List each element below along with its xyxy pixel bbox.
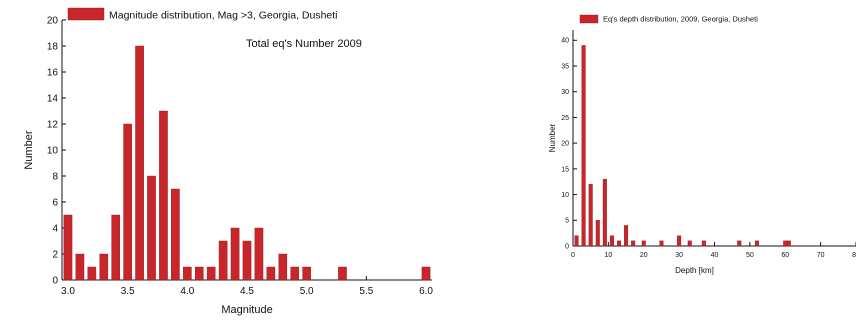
depth-y-tick-label: 0 bbox=[565, 243, 569, 250]
depth-bar bbox=[659, 240, 664, 247]
magnitude-bar bbox=[206, 266, 216, 281]
magnitude-bar bbox=[135, 45, 144, 281]
magnitude-x-tick-label: 6.0 bbox=[419, 286, 433, 297]
magnitude-chart-group: 0 2 4 6 8 10 12 14 16 18 20 3.0 3.5 4.0 4.5 5.0 5.5 6.0 Ma… bbox=[23, 7, 433, 316]
magnitude-bar bbox=[338, 266, 347, 281]
depth-x-axis-label: Depth [km] bbox=[675, 266, 714, 275]
depth-y-tick-label: 10 bbox=[561, 192, 569, 199]
magnitude-x-tick-label: 4.0 bbox=[180, 286, 194, 297]
depth-bar bbox=[737, 240, 742, 247]
magnitude-bar bbox=[266, 266, 276, 281]
depth-chart-group: 0 5 10 15 20 25 30 35 40 0 10 20 30 40 50 60 70 80 Depth [… bbox=[548, 14, 856, 275]
depth-bar bbox=[677, 235, 682, 247]
magnitude-bar bbox=[302, 266, 311, 281]
depth-y-tick-label: 35 bbox=[561, 63, 569, 70]
magnitude-bar bbox=[290, 266, 300, 281]
magnitude-bar bbox=[123, 123, 132, 281]
depth-bar bbox=[631, 240, 636, 247]
magnitude-bar bbox=[147, 175, 156, 281]
magnitude-x-tick-label: 3.0 bbox=[61, 286, 75, 297]
depth-bar bbox=[687, 240, 692, 247]
magnitude-y-tick-label: 16 bbox=[47, 68, 59, 79]
magnitude-bar bbox=[230, 227, 240, 281]
depth-x-tick-label: 40 bbox=[711, 252, 719, 259]
magnitude-bar bbox=[159, 110, 168, 281]
magnitude-bar bbox=[254, 227, 264, 281]
magnitude-bar bbox=[242, 240, 252, 281]
depth-bar bbox=[786, 240, 791, 247]
magnitude-y-tick-label: 2 bbox=[52, 250, 58, 261]
depth-x-tick-label: 80 bbox=[852, 252, 856, 259]
depth-bar bbox=[624, 225, 629, 247]
magnitude-bar bbox=[87, 266, 97, 281]
depth-x-tick-label: 70 bbox=[817, 252, 825, 259]
depth-y-tick-label: 40 bbox=[561, 38, 569, 45]
magnitude-bar bbox=[218, 240, 228, 281]
magnitude-legend-label: Magnitude distribution, Mag >3, Georgia,… bbox=[109, 10, 338, 22]
depth-bar bbox=[641, 240, 646, 247]
magnitude-x-tick-label: 4.5 bbox=[240, 286, 254, 297]
magnitude-bar bbox=[63, 214, 73, 281]
depth-bar bbox=[609, 235, 614, 247]
depth-legend-swatch bbox=[579, 14, 599, 24]
depth-x-tick-label: 10 bbox=[604, 252, 612, 259]
magnitude-bar bbox=[421, 266, 431, 281]
depth-legend-label: Eq's depth distribution, 2009, Georgia, … bbox=[603, 15, 758, 24]
depth-x-tick-label: 20 bbox=[640, 252, 648, 259]
depth-y-tick-label: 25 bbox=[561, 115, 569, 122]
depth-x-tick-label: 0 bbox=[571, 252, 575, 259]
magnitude-bar bbox=[194, 266, 204, 281]
magnitude-legend-swatch bbox=[67, 7, 105, 21]
depth-y-tick-label: 30 bbox=[561, 89, 569, 96]
magnitude-y-tick-label: 4 bbox=[52, 224, 58, 235]
depth-bar bbox=[616, 240, 621, 247]
magnitude-bar bbox=[183, 266, 192, 281]
depth-x-tick-label: 50 bbox=[746, 252, 754, 259]
magnitude-bar bbox=[111, 214, 121, 281]
depth-y-tick-label: 5 bbox=[565, 218, 569, 225]
magnitude-x-tick-label: 5.0 bbox=[300, 286, 314, 297]
magnitude-y-tick-label: 14 bbox=[47, 94, 59, 105]
magnitude-y-tick-label: 10 bbox=[47, 146, 59, 157]
magnitude-y-tick-label: 20 bbox=[47, 16, 59, 27]
depth-x-tick-label: 30 bbox=[675, 252, 683, 259]
magnitude-annotation: Total eq's Number 2009 bbox=[246, 38, 362, 50]
magnitude-bar bbox=[171, 188, 180, 281]
magnitude-x-axis-label: Magnitude bbox=[221, 304, 272, 316]
depth-bar bbox=[595, 220, 600, 247]
depth-bar bbox=[602, 178, 607, 247]
depth-x-tick-label: 60 bbox=[781, 252, 789, 259]
magnitude-x-tick-label: 3.5 bbox=[121, 286, 135, 297]
magnitude-bar bbox=[75, 253, 85, 281]
magnitude-bar bbox=[278, 253, 288, 281]
magnitude-y-tick-label: 18 bbox=[47, 42, 59, 53]
magnitude-y-tick-label: 0 bbox=[52, 276, 58, 287]
depth-bar bbox=[754, 240, 759, 247]
magnitude-y-axis-label: Number bbox=[23, 130, 35, 169]
depth-bar bbox=[701, 240, 706, 247]
magnitude-bar bbox=[99, 253, 109, 281]
depth-y-tick-label: 15 bbox=[561, 166, 569, 173]
magnitude-y-tick-label: 6 bbox=[52, 198, 58, 209]
depth-bar bbox=[581, 45, 586, 247]
depth-y-axis-label: Number bbox=[548, 123, 557, 152]
depth-bar bbox=[783, 240, 788, 247]
depth-bar bbox=[574, 235, 579, 247]
depth-bar bbox=[588, 184, 593, 247]
magnitude-y-tick-label: 8 bbox=[52, 172, 58, 183]
magnitude-y-tick-label: 12 bbox=[47, 120, 59, 131]
depth-y-tick-label: 20 bbox=[561, 141, 569, 148]
magnitude-x-tick-label: 5.5 bbox=[359, 286, 373, 297]
